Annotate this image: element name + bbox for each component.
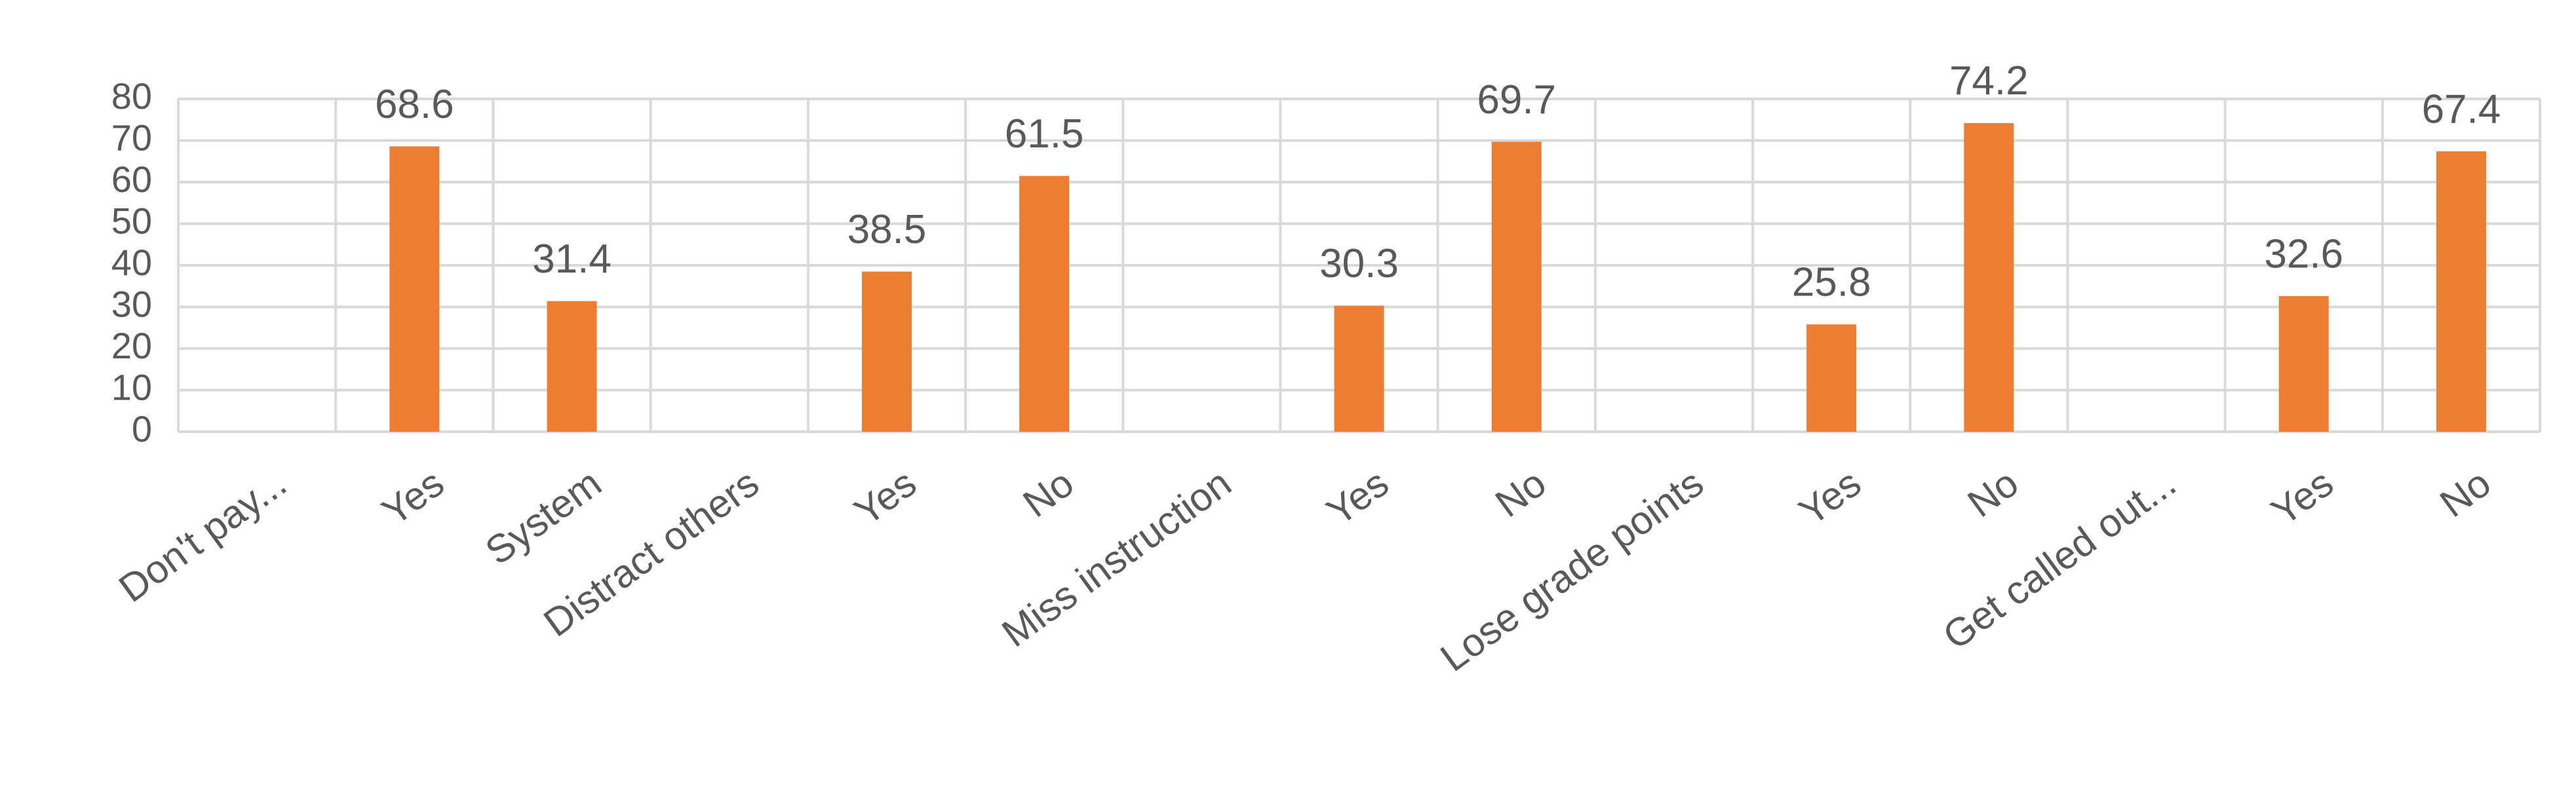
bar [547, 301, 597, 432]
value-label: 67.4 [2422, 86, 2501, 132]
value-label: 69.7 [1477, 77, 1556, 123]
value-label: 38.5 [848, 207, 927, 252]
bar [1019, 176, 1070, 432]
x-tick-label: No [1015, 461, 1082, 525]
y-tick-label: 50 [111, 200, 152, 241]
value-label: 32.6 [2264, 231, 2343, 276]
bar [389, 146, 440, 432]
x-tick-label: No [1960, 461, 2026, 525]
x-tick-label: No [1487, 461, 1553, 525]
y-tick-label: 0 [132, 408, 152, 449]
bar [861, 271, 912, 432]
x-tick-label: Lose grade points [1433, 461, 1711, 680]
value-label: 30.3 [1319, 241, 1399, 286]
x-tick-label: No [2432, 461, 2498, 525]
x-tick-label: Yes [374, 461, 452, 534]
y-tick-label: 10 [111, 366, 152, 407]
y-tick-label: 20 [111, 325, 152, 366]
value-label: 31.4 [532, 237, 612, 282]
x-tick-label: Yes [1791, 461, 1869, 534]
x-tick-label: Yes [1319, 461, 1397, 534]
value-label: 61.5 [1005, 111, 1084, 157]
value-label: 68.6 [375, 82, 454, 127]
y-tick-label: 40 [111, 242, 152, 283]
y-tick-label: 80 [111, 75, 152, 117]
x-tick-label: System [477, 461, 609, 573]
x-tick-label: Yes [2263, 461, 2341, 534]
value-label: 74.2 [1949, 58, 2029, 104]
y-tick-label: 70 [111, 117, 152, 158]
y-tick-label: 30 [111, 283, 152, 324]
y-tick-label: 60 [111, 159, 152, 200]
bar [2278, 295, 2329, 432]
bar [2436, 151, 2486, 432]
bar [1334, 305, 1384, 432]
x-tick-label: Yes [846, 461, 924, 534]
bar [1964, 123, 2014, 432]
value-label: 25.8 [1792, 260, 1871, 305]
x-tick-label: Don't pay... [111, 461, 294, 611]
bar [1491, 142, 1542, 432]
bar [1806, 324, 1857, 432]
